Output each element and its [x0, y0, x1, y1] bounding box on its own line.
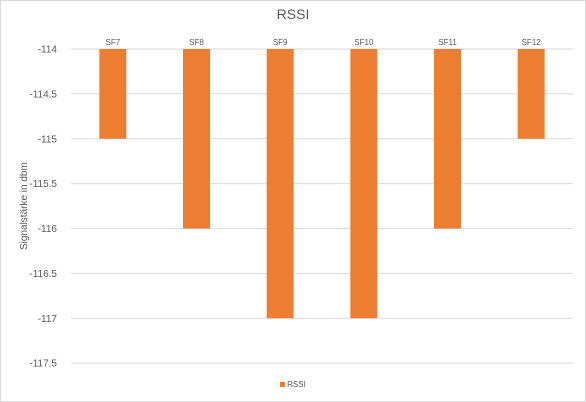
bar — [350, 49, 378, 319]
y-tick-label: -116.5 — [29, 269, 57, 280]
legend-swatch — [280, 382, 286, 387]
y-tick-label: -114 — [38, 45, 58, 56]
x-tick-label: SF11 — [438, 38, 457, 47]
y-tick-label: -115.5 — [29, 179, 57, 190]
bar — [266, 49, 294, 319]
bar — [183, 49, 210, 229]
y-axis-label: Signalstärke in dbm — [19, 162, 30, 250]
y-tick-label: -117.5 — [29, 359, 57, 370]
bar — [99, 49, 127, 139]
legend-label: RSSI — [287, 380, 306, 389]
bar — [434, 49, 461, 229]
x-tick-label: SF7 — [105, 38, 120, 47]
x-tick-label: SF10 — [354, 38, 374, 47]
x-tick-label: SF8 — [189, 38, 204, 47]
bar — [517, 49, 545, 139]
x-tick-label: SF9 — [273, 38, 288, 47]
chart-title: RSSI — [276, 6, 310, 22]
y-tick-label: -114.5 — [29, 89, 57, 100]
y-tick-label: -115 — [38, 134, 58, 145]
legend: RSSI — [1, 380, 585, 389]
y-tick-label: -116 — [38, 224, 58, 235]
y-tick-label: -117 — [38, 314, 58, 325]
x-tick-label: SF12 — [522, 38, 542, 47]
